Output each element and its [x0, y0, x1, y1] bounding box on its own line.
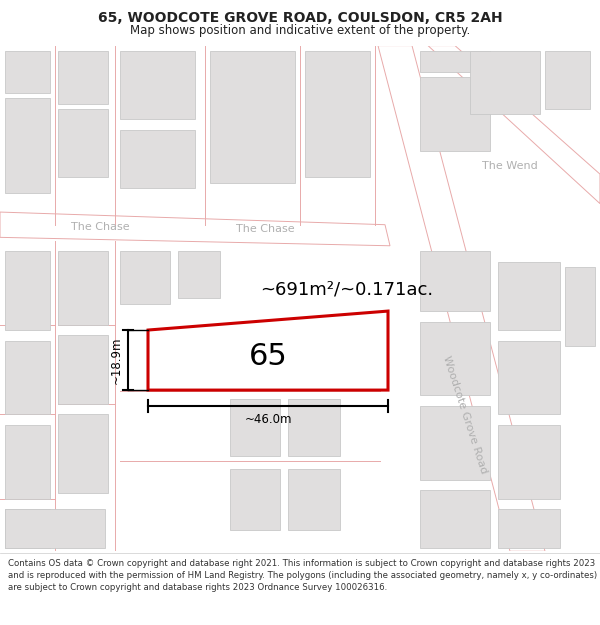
Polygon shape: [58, 335, 108, 404]
Text: The Chase: The Chase: [236, 224, 295, 234]
Polygon shape: [5, 51, 50, 93]
Polygon shape: [58, 251, 108, 325]
Polygon shape: [58, 109, 108, 177]
Text: The Chase: The Chase: [71, 222, 130, 232]
Text: ~18.9m: ~18.9m: [110, 336, 123, 384]
Text: ~691m²/~0.171ac.: ~691m²/~0.171ac.: [260, 281, 433, 298]
Polygon shape: [5, 341, 50, 414]
Polygon shape: [5, 251, 50, 330]
Polygon shape: [428, 46, 600, 204]
Polygon shape: [305, 51, 370, 177]
Polygon shape: [420, 51, 490, 72]
Polygon shape: [5, 425, 50, 499]
Polygon shape: [288, 469, 340, 530]
Text: Contains OS data © Crown copyright and database right 2021. This information is : Contains OS data © Crown copyright and d…: [8, 559, 597, 592]
Polygon shape: [120, 51, 195, 119]
Polygon shape: [230, 469, 280, 530]
Text: Woodcote Grove Road: Woodcote Grove Road: [441, 354, 489, 474]
Polygon shape: [5, 509, 50, 548]
Polygon shape: [0, 212, 390, 246]
Polygon shape: [420, 490, 490, 548]
Polygon shape: [498, 262, 560, 330]
Polygon shape: [420, 322, 490, 396]
Polygon shape: [420, 251, 490, 311]
Polygon shape: [58, 51, 108, 104]
Polygon shape: [120, 130, 195, 188]
Polygon shape: [545, 51, 590, 109]
Polygon shape: [498, 341, 560, 414]
Polygon shape: [565, 267, 595, 346]
Polygon shape: [230, 399, 280, 456]
Polygon shape: [420, 78, 490, 151]
Text: ~46.0m: ~46.0m: [244, 413, 292, 426]
Polygon shape: [120, 251, 170, 304]
Polygon shape: [470, 51, 540, 114]
Polygon shape: [378, 46, 545, 551]
Polygon shape: [498, 509, 560, 548]
Polygon shape: [148, 311, 388, 390]
Polygon shape: [58, 414, 108, 493]
Polygon shape: [210, 51, 295, 182]
Polygon shape: [5, 509, 105, 548]
Polygon shape: [5, 98, 50, 193]
Polygon shape: [288, 399, 340, 456]
Polygon shape: [498, 425, 560, 499]
Text: 65, WOODCOTE GROVE ROAD, COULSDON, CR5 2AH: 65, WOODCOTE GROVE ROAD, COULSDON, CR5 2…: [98, 11, 502, 26]
Text: 65: 65: [248, 342, 287, 371]
Polygon shape: [178, 251, 220, 298]
Text: The Wend: The Wend: [482, 161, 538, 171]
Text: Map shows position and indicative extent of the property.: Map shows position and indicative extent…: [130, 24, 470, 38]
Polygon shape: [420, 406, 490, 479]
